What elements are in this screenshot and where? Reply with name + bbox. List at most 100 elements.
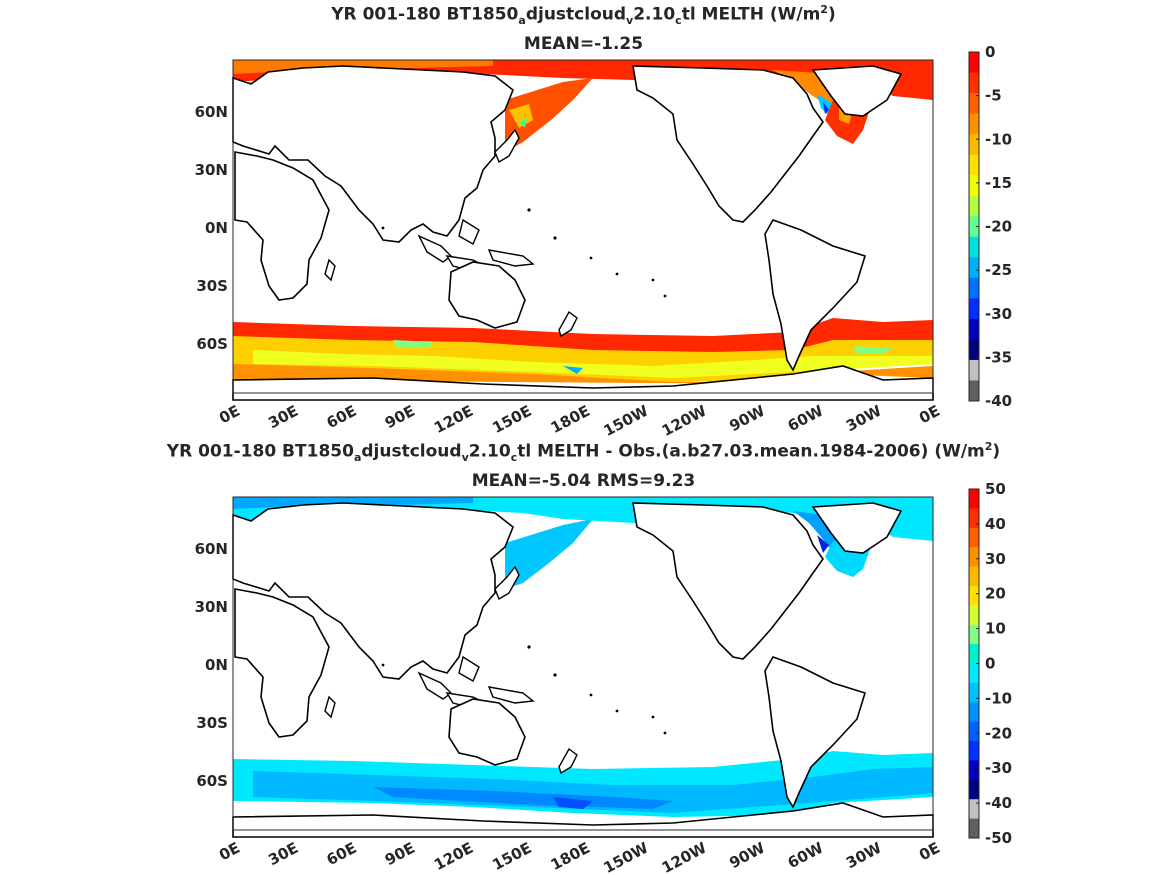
colorbar-swatch (969, 52, 979, 74)
colorbar-swatch (969, 682, 979, 703)
colorbar-swatch (969, 298, 979, 320)
colorbar-label: -20 (985, 724, 1012, 742)
colorbar-label: -10 (985, 130, 1012, 148)
lon-label: 150W (601, 838, 652, 875)
colorbar-label: -15 (985, 174, 1012, 192)
colorbar-swatch (969, 72, 979, 94)
lon-label: 90W (726, 401, 768, 435)
lon-label: 30E (265, 402, 301, 433)
lon-label: 120E (431, 839, 476, 874)
colorbar-swatch (969, 508, 979, 529)
colorbar-swatch (969, 195, 979, 217)
colorbar-swatch (969, 702, 979, 723)
panel2-stat: MEAN=-5.04 RMS=9.23 (471, 471, 696, 491)
lon-label: 60W (785, 401, 827, 435)
colorbar-swatch (969, 663, 979, 684)
colorbar-swatch (969, 134, 979, 156)
colorbar-label: 0 (985, 655, 995, 673)
lon-label: 120E (431, 402, 476, 437)
colorbar-swatch (969, 236, 979, 258)
lon-label: 120W (659, 401, 710, 440)
colorbar-label: -10 (985, 689, 1012, 707)
lon-label: 120W (659, 838, 710, 875)
colorbar-swatch (969, 605, 979, 626)
lon-label: 0E (216, 839, 243, 865)
lon-label: 150W (601, 401, 652, 440)
p1-lat-label: 60S (196, 335, 228, 353)
lon-label: 90E (382, 402, 418, 433)
panel1-map (232, 59, 934, 401)
p1-lat-label: 30S (196, 277, 228, 295)
colorbar-label: 20 (985, 585, 1006, 603)
colorbar-swatch (969, 779, 979, 800)
panel1-lon-axis: 0E 30E 60E 90E 120E 150E 180E 150W 120W 90W 60W 30W… (216, 401, 943, 440)
panel2-title: YR 001-180 BT1850adjustcloudv2.10ctl MEL… (166, 440, 1001, 465)
colorbar-swatch (969, 760, 979, 781)
colorbar-swatch (969, 547, 979, 568)
colorbar-swatch (969, 566, 979, 587)
p1-lat-label: 30N (195, 161, 228, 179)
lon-label: 180E (548, 402, 593, 437)
colorbar-swatch (969, 585, 979, 606)
panel2-lat-axis: 60N 30N 0N 30S 60S (195, 540, 228, 790)
colorbar-swatch (969, 644, 979, 664)
colorbar-label: -40 (985, 392, 1012, 410)
colorbar-swatch (969, 741, 979, 761)
colorbar-label: -35 (985, 348, 1012, 366)
colorbar-label: 30 (985, 550, 1006, 568)
colorbar-swatch (969, 359, 979, 381)
lon-label: 150E (489, 839, 534, 874)
colorbar-swatch (969, 113, 979, 135)
p2-lat-label: 60S (196, 772, 228, 790)
colorbar-label: -30 (985, 759, 1012, 777)
colorbar-label: -20 (985, 218, 1012, 236)
lon-label: 90W (726, 838, 768, 872)
lon-label: 30E (265, 839, 301, 870)
colorbar-label: -30 (985, 305, 1012, 323)
lon-label: 60E (324, 839, 360, 870)
colorbar-label: 40 (985, 515, 1006, 533)
p2-lat-label: 0N (205, 656, 228, 674)
colorbar-swatch (969, 257, 979, 279)
lon-label: 180E (548, 839, 593, 874)
p1-lat-label: 0N (205, 219, 228, 237)
colorbar-swatch (969, 216, 979, 238)
lon-label: 150E (489, 402, 534, 437)
panel1-colorbar: 0 -5 -10 -15 -20 -25 -30 -35 -40 (968, 43, 1012, 410)
colorbar-label: -25 (985, 261, 1012, 279)
colorbar-label: 50 (985, 480, 1006, 498)
colorbar-swatch (969, 93, 979, 115)
colorbar-label: -50 (985, 829, 1012, 847)
lon-label: 30W (843, 838, 885, 872)
panel2-colorbar: 50 40 30 20 10 0 -10 -20 -30 -40 -50 (968, 480, 1012, 847)
colorbar-swatch (969, 527, 979, 548)
lon-label: 0E (916, 402, 943, 428)
lon-label: 60W (785, 838, 827, 872)
colorbar-swatch (969, 380, 979, 402)
colorbar-swatch (969, 277, 979, 299)
panel1-lat-axis: 60N 30N 0N 30S 60S (195, 103, 228, 353)
colorbar-swatch (969, 489, 979, 509)
colorbar-swatch (969, 624, 979, 645)
colorbar-swatch (969, 154, 979, 176)
lon-label: 30W (843, 401, 885, 435)
p2-lat-label: 60N (195, 540, 228, 558)
panel2-lon-axis: 0E 30E 60E 90E 120E 150E 180E 150W 120W 90W 60W 30W… (216, 838, 943, 875)
colorbar-swatch (969, 339, 979, 361)
lon-label: 0E (916, 839, 943, 865)
colorbar-swatch (969, 818, 979, 839)
panel1-stat: MEAN=-1.25 (523, 34, 644, 54)
colorbar-swatch (969, 175, 979, 197)
p2-lat-label: 30N (195, 598, 228, 616)
colorbar-swatch (969, 318, 979, 340)
lon-label: 60E (324, 402, 360, 433)
p2-lat-label: 30S (196, 714, 228, 732)
lon-label: 0E (216, 402, 243, 428)
panel2-map (232, 496, 934, 838)
colorbar-label: 10 (985, 620, 1006, 638)
colorbar-label: -40 (985, 794, 1012, 812)
colorbar-swatch (969, 721, 979, 742)
colorbar-label: 0 (985, 43, 995, 61)
lon-label: 90E (382, 839, 418, 870)
